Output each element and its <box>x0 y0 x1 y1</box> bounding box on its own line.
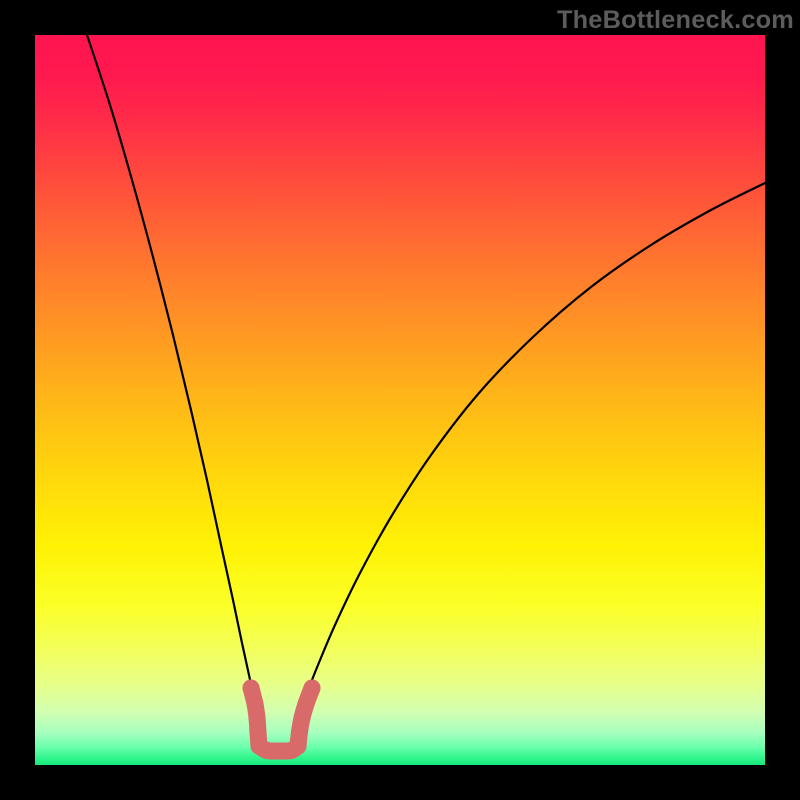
curve-left-arm <box>87 35 256 710</box>
bottleneck-curve <box>87 35 765 710</box>
marker-dots <box>243 680 321 760</box>
plot-svg <box>35 35 765 765</box>
marker-right-dot-4 <box>304 680 321 697</box>
marker-right-dot-3 <box>298 696 315 713</box>
marker-left-dot-0 <box>243 680 260 697</box>
plot-area <box>35 35 765 765</box>
curve-right-arm <box>301 183 765 710</box>
watermark-text: TheBottleneck.com <box>557 6 794 35</box>
chart-frame: TheBottleneck.com <box>0 0 800 800</box>
